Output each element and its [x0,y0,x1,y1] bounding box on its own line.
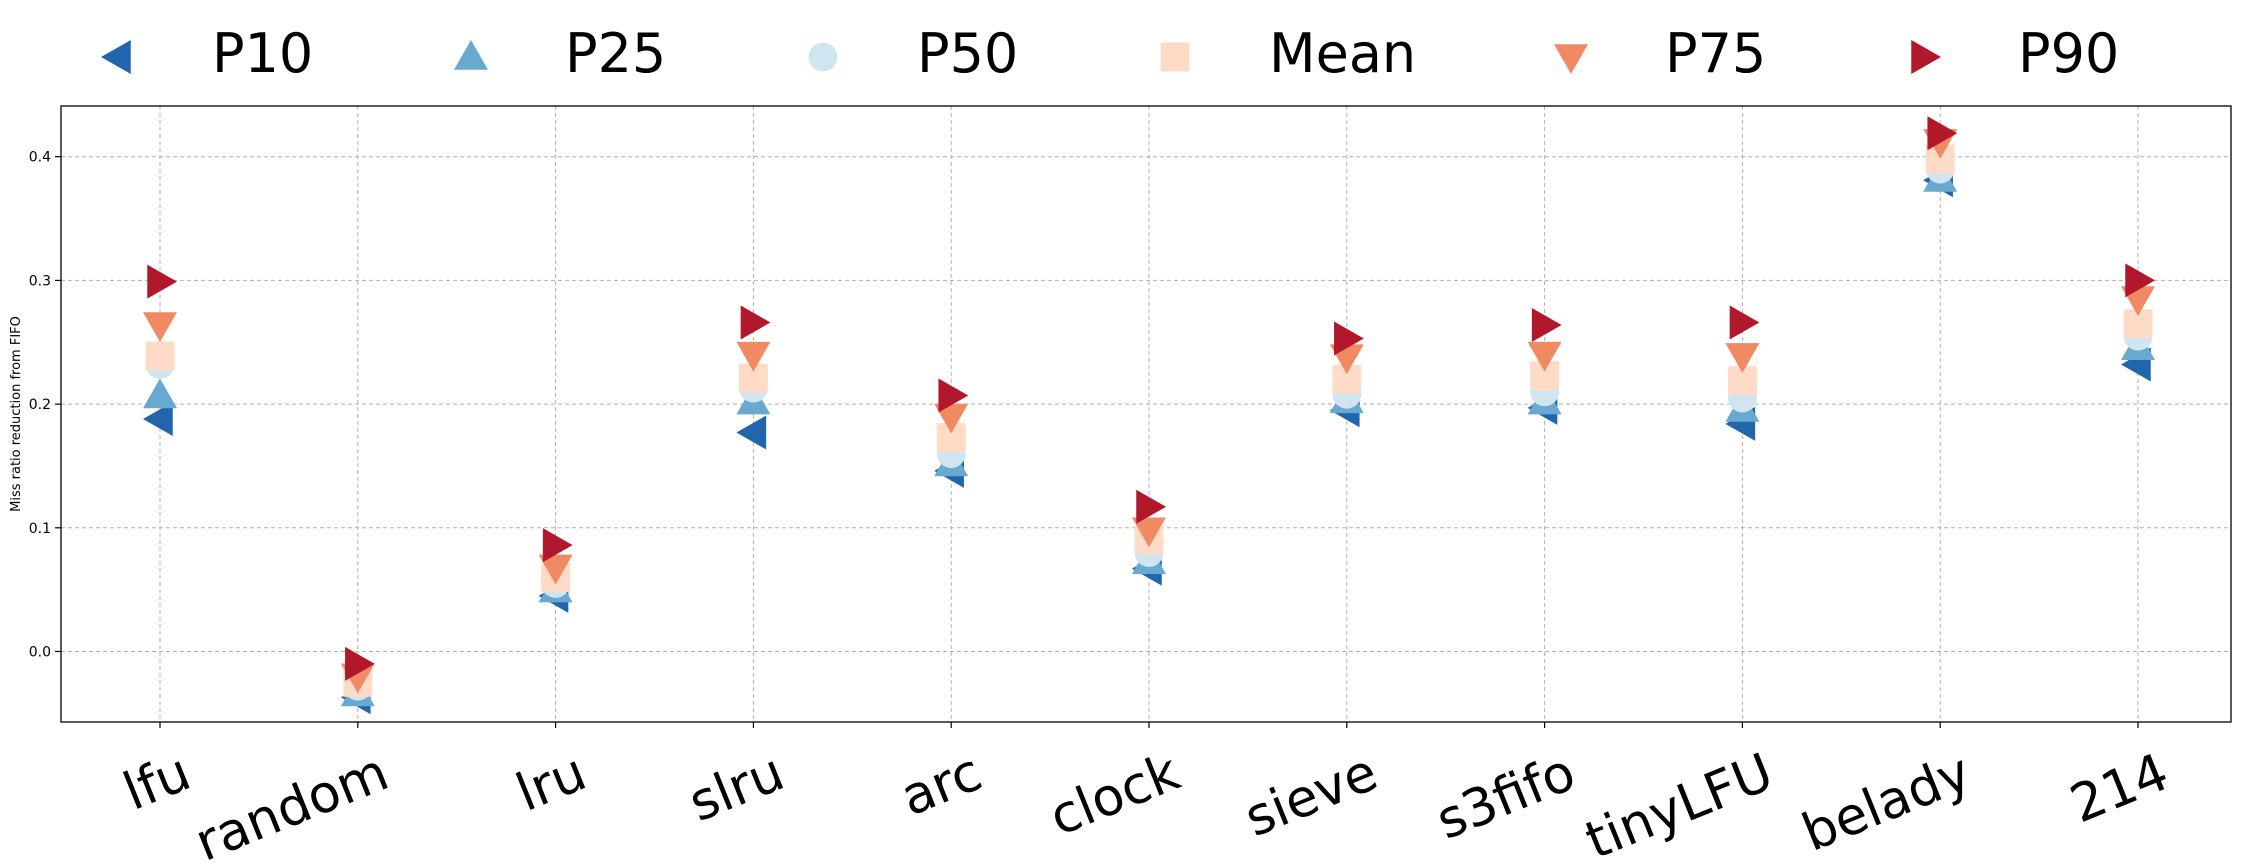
legend-item: P75 [1554,22,1766,85]
x-tick-label: lfu [115,742,198,822]
y-tick-label: 0.1 [29,521,51,537]
legend: P10 P25 P50 Mean P75 P90 [101,22,2119,85]
legend-label: Mean [1269,22,1416,85]
y-axis: 0.0 0.1 0.2 0.3 0.4 [29,150,61,660]
data-marks [143,116,2155,715]
legend-label: P75 [1665,22,1766,85]
x-tick-label: s3fifo [1428,742,1583,851]
x-tick-label: clock [1042,742,1188,848]
legend-item: Mean [1160,22,1416,85]
plot-frame [60,105,2232,723]
legend-marker [1160,42,1190,72]
legend-label: P25 [565,22,666,85]
x-tick-label: 214 [2062,742,2177,835]
data-point [2125,263,2155,298]
data-point [1729,305,1760,340]
legend-label: P10 [212,22,313,85]
x-tick-label: random [187,742,396,861]
legend-label: P90 [2018,22,2119,85]
legend-marker [101,40,131,74]
legend-marker [1911,40,1941,74]
data-point [938,378,969,413]
grid [61,106,2231,722]
data-point [143,378,177,409]
data-point [538,554,573,585]
series-p10 [143,163,2151,715]
legend-item: P90 [1911,22,2119,85]
y-axis-label: Miss ratio reduction from FIFO [9,316,24,512]
data-point [1334,321,1364,356]
data-point [143,401,173,436]
data-point [1136,489,1166,524]
data-point [934,403,969,434]
data-point [345,646,375,681]
y-tick-label: 0.3 [29,273,51,289]
x-tick-label: lru [508,742,594,823]
data-point [1725,343,1760,373]
legend-item: P50 [808,22,1018,85]
data-point [1927,116,1958,151]
data-point [736,341,771,372]
data-point [736,415,767,450]
series-p90 [147,116,2155,681]
data-point [145,341,175,371]
x-tick-label: arc [893,742,990,828]
data-point [1531,307,1562,342]
data-point [1132,517,1166,548]
legend-marker [1554,44,1588,74]
x-tick-label: tinyLFU [1578,742,1782,861]
legend-item: P10 [101,22,313,85]
x-tick-label: slru [681,742,792,834]
legend-item: P25 [454,22,666,85]
data-point [1527,341,1562,372]
data-point [147,264,177,299]
x-tick-label: belady [1794,742,1979,861]
legend-marker [454,40,488,70]
legend-label: P50 [917,22,1018,85]
y-tick-label: 0.2 [29,397,51,413]
legend-marker [808,42,838,72]
y-tick-label: 0.4 [29,150,51,166]
x-tick-label: sieve [1237,742,1386,849]
y-tick-label: 0.0 [29,644,51,660]
data-point [740,305,771,340]
data-point [143,312,177,342]
data-point [542,528,573,563]
